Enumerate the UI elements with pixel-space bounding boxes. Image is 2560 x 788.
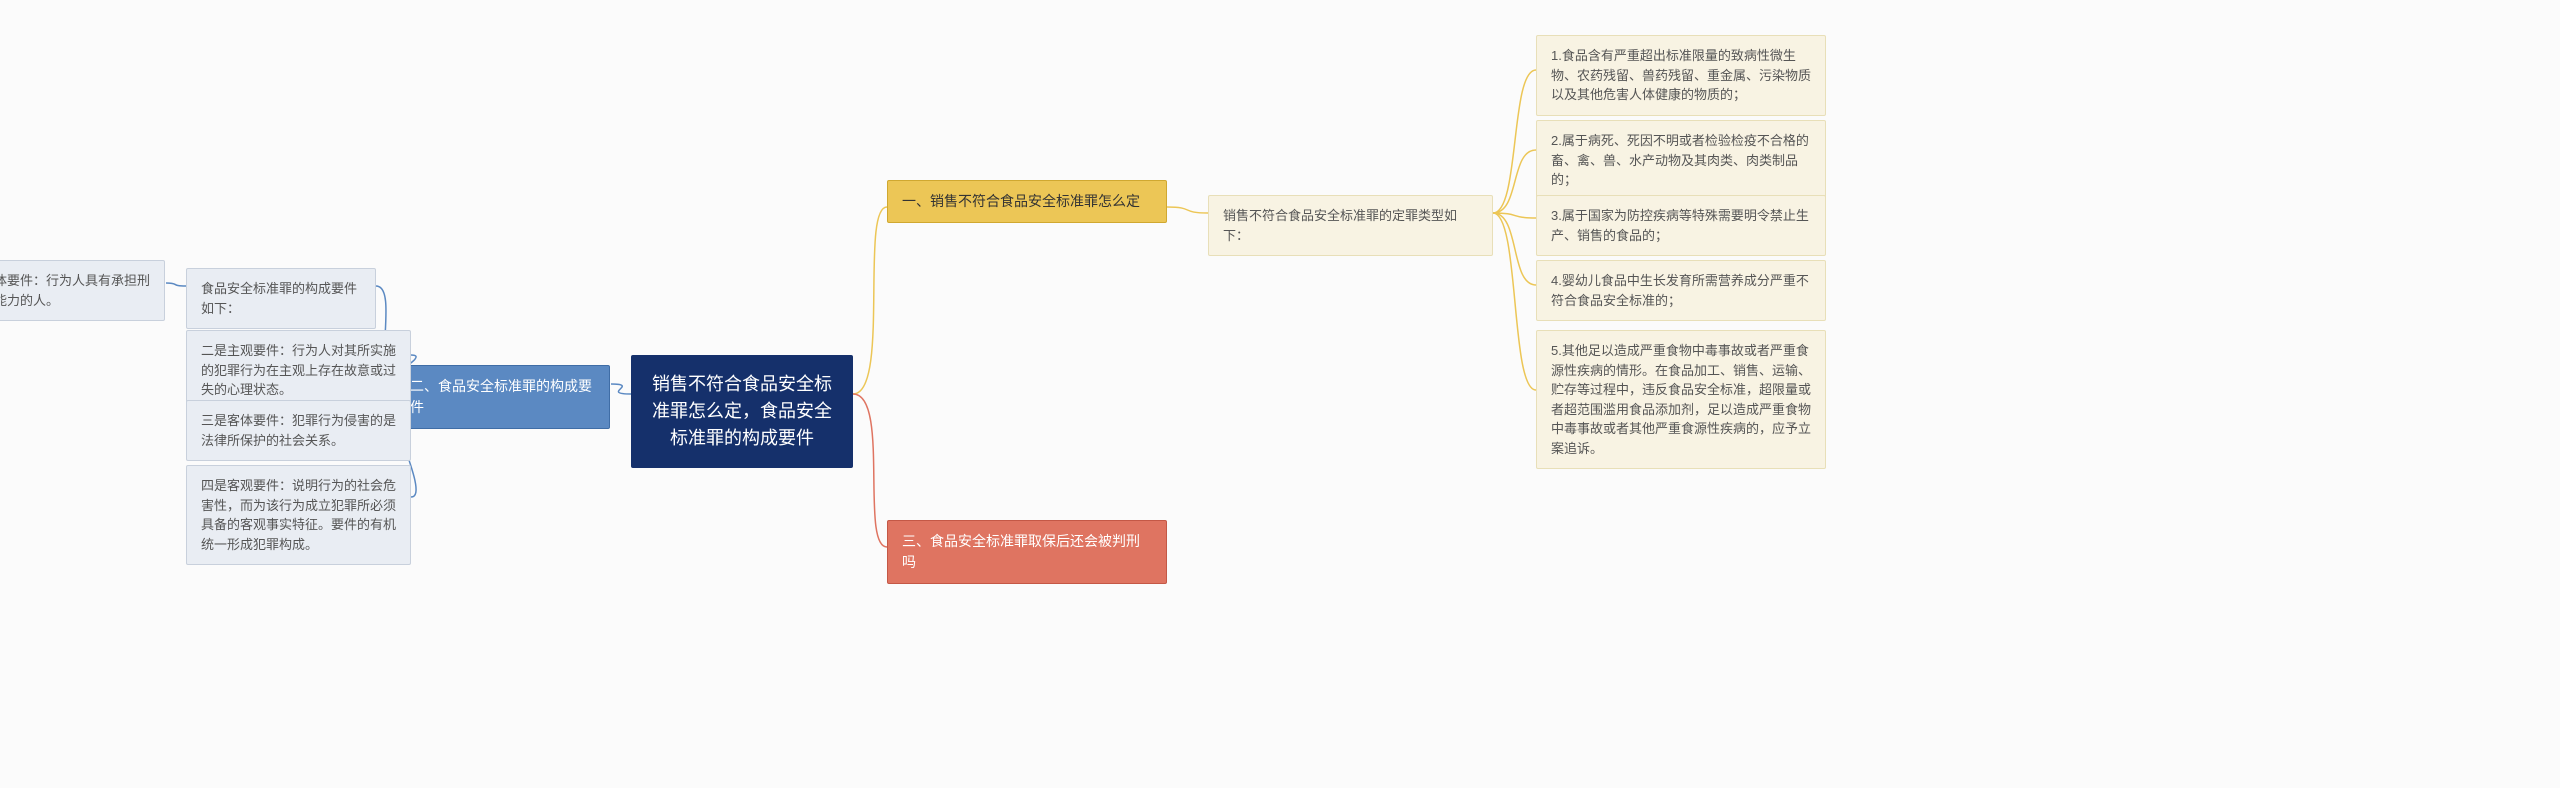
edge-b1s-i1 xyxy=(1493,70,1536,213)
b1-sub: 销售不符合食品安全标准罪的定罪类型如下： xyxy=(1208,195,1493,256)
branch2-text: 二、食品安全标准罪的构成要件 xyxy=(410,378,592,415)
edge-b1s-i2 xyxy=(1493,150,1536,213)
branch1-text: 一、销售不符合食品安全标准罪怎么定 xyxy=(902,193,1140,209)
b1-item2-text: 2.属于病死、死因不明或者检验检疫不合格的畜、禽、兽、水产动物及其肉类、肉类制品… xyxy=(1551,133,1809,187)
branch2: 二、食品安全标准罪的构成要件 xyxy=(395,365,610,429)
branch3-text: 三、食品安全标准罪取保后还会被判刑吗 xyxy=(902,533,1140,570)
b2-sub-text: 食品安全标准罪的构成要件如下： xyxy=(201,281,357,316)
branch3: 三、食品安全标准罪取保后还会被判刑吗 xyxy=(887,520,1167,584)
edge-b1s-i5 xyxy=(1493,213,1536,390)
b1-item1-text: 1.食品含有严重超出标准限量的致病性微生物、农药残留、兽药残留、重金属、污染物质… xyxy=(1551,48,1811,102)
branch1: 一、销售不符合食品安全标准罪怎么定 xyxy=(887,180,1167,223)
b2-sub: 食品安全标准罪的构成要件如下： xyxy=(186,268,376,329)
b1-item4: 4.婴幼儿食品中生长发育所需营养成分严重不符合食品安全标准的； xyxy=(1536,260,1826,321)
b1-item2: 2.属于病死、死因不明或者检验检疫不合格的畜、禽、兽、水产动物及其肉类、肉类制品… xyxy=(1536,120,1826,201)
b2-item2-text: 二是主观要件：行为人对其所实施的犯罪行为在主观上存在故意或过失的心理状态。 xyxy=(201,343,396,397)
b1-item4-text: 4.婴幼儿食品中生长发育所需营养成分严重不符合食品安全标准的； xyxy=(1551,273,1809,308)
edge-b2s-b2i1 xyxy=(166,283,186,286)
b2-item3-text: 三是客体要件：犯罪行为侵害的是法律所保护的社会关系。 xyxy=(201,413,396,448)
edge-root-b2 xyxy=(611,384,631,394)
b1-item3-text: 3.属于国家为防控疾病等特殊需要明令禁止生产、销售的食品的； xyxy=(1551,208,1809,243)
b1-item3: 3.属于国家为防控疾病等特殊需要明令禁止生产、销售的食品的； xyxy=(1536,195,1826,256)
b1-item5-text: 5.其他足以造成严重食物中毒事故或者严重食源性疾病的情形。在食品加工、销售、运输… xyxy=(1551,343,1811,456)
root-text: 销售不符合食品安全标准罪怎么定，食品安全标准罪的构成要件 xyxy=(652,374,832,448)
root-node: 销售不符合食品安全标准罪怎么定，食品安全标准罪的构成要件 xyxy=(631,355,853,468)
b1-sub-text: 销售不符合食品安全标准罪的定罪类型如下： xyxy=(1223,208,1457,243)
b1-item1: 1.食品含有严重超出标准限量的致病性微生物、农药残留、兽药残留、重金属、污染物质… xyxy=(1536,35,1826,116)
edge-b1-b1s xyxy=(1167,207,1208,213)
edge-root-b1 xyxy=(853,207,887,394)
b2-item3: 三是客体要件：犯罪行为侵害的是法律所保护的社会关系。 xyxy=(186,400,411,461)
edge-b1s-i4 xyxy=(1493,213,1536,285)
b1-item5: 5.其他足以造成严重食物中毒事故或者严重食源性疾病的情形。在食品加工、销售、运输… xyxy=(1536,330,1826,469)
b2-item4: 四是客观要件：说明行为的社会危害性，而为该行为成立犯罪所必须具备的客观事实特征。… xyxy=(186,465,411,565)
edge-b1s-i3 xyxy=(1493,213,1536,218)
edge-root-b3 xyxy=(853,394,887,547)
b2-item2: 二是主观要件：行为人对其所实施的犯罪行为在主观上存在故意或过失的心理状态。 xyxy=(186,330,411,411)
b2-item1-text: 一是主体要件：行为人具有承担刑事责任能力的人。 xyxy=(0,273,150,308)
b2-item4-text: 四是客观要件：说明行为的社会危害性，而为该行为成立犯罪所必须具备的客观事实特征。… xyxy=(201,478,396,552)
b2-item1: 一是主体要件：行为人具有承担刑事责任能力的人。 xyxy=(0,260,165,321)
